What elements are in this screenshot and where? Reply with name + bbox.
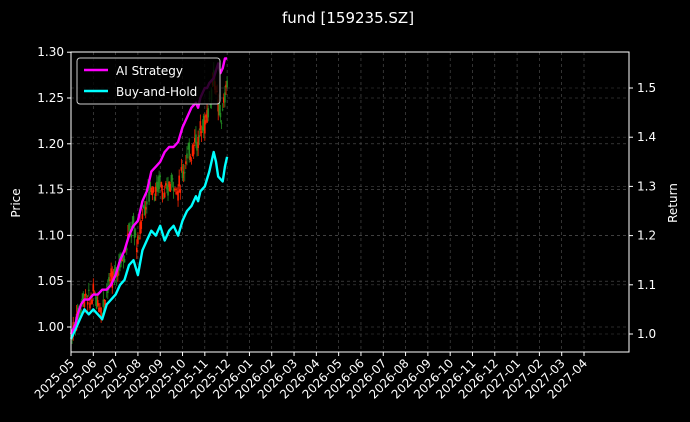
y-left-tick-label: 1.30 — [37, 45, 64, 59]
legend: AI Strategy Buy-and-Hold — [76, 57, 221, 105]
y-right-tick-label: 1.2 — [637, 229, 656, 243]
x-axis: 2025-052025-062025-072025-082025-092025-… — [32, 352, 590, 402]
y-right-tick-label: 1.1 — [637, 278, 656, 292]
y-left-tick-label: 1.25 — [37, 91, 64, 105]
y-left-tick-label: 1.00 — [37, 320, 64, 334]
y-axis-left: 1.00 1.05 1.10 1.15 1.20 1.25 1.30 — [37, 45, 71, 334]
legend-label-ai-strategy: AI Strategy — [116, 64, 183, 78]
legend-box — [76, 57, 221, 105]
y-axis-right: 1.0 1.1 1.2 1.3 1.4 1.5 — [629, 81, 656, 341]
legend-label-buy-and-hold: Buy-and-Hold — [116, 85, 197, 99]
y-right-tick-label: 1.0 — [637, 327, 656, 341]
y-right-tick-label: 1.5 — [637, 81, 656, 95]
y-axis-right-label: Return — [666, 183, 680, 223]
y-axis-left-label: Price — [9, 188, 23, 217]
buy-and-hold-line — [69, 150, 229, 340]
plot-frame — [70, 51, 630, 353]
y-left-tick-label: 1.15 — [37, 183, 64, 197]
y-left-tick-label: 1.05 — [37, 274, 64, 288]
chart-title: fund [159235.SZ] — [282, 9, 414, 27]
y-left-tick-label: 1.20 — [37, 137, 64, 151]
y-left-tick-label: 1.10 — [37, 228, 64, 242]
y-right-tick-label: 1.3 — [637, 179, 656, 193]
y-right-tick-label: 1.4 — [637, 130, 656, 144]
candlestick-series — [71, 62, 228, 344]
